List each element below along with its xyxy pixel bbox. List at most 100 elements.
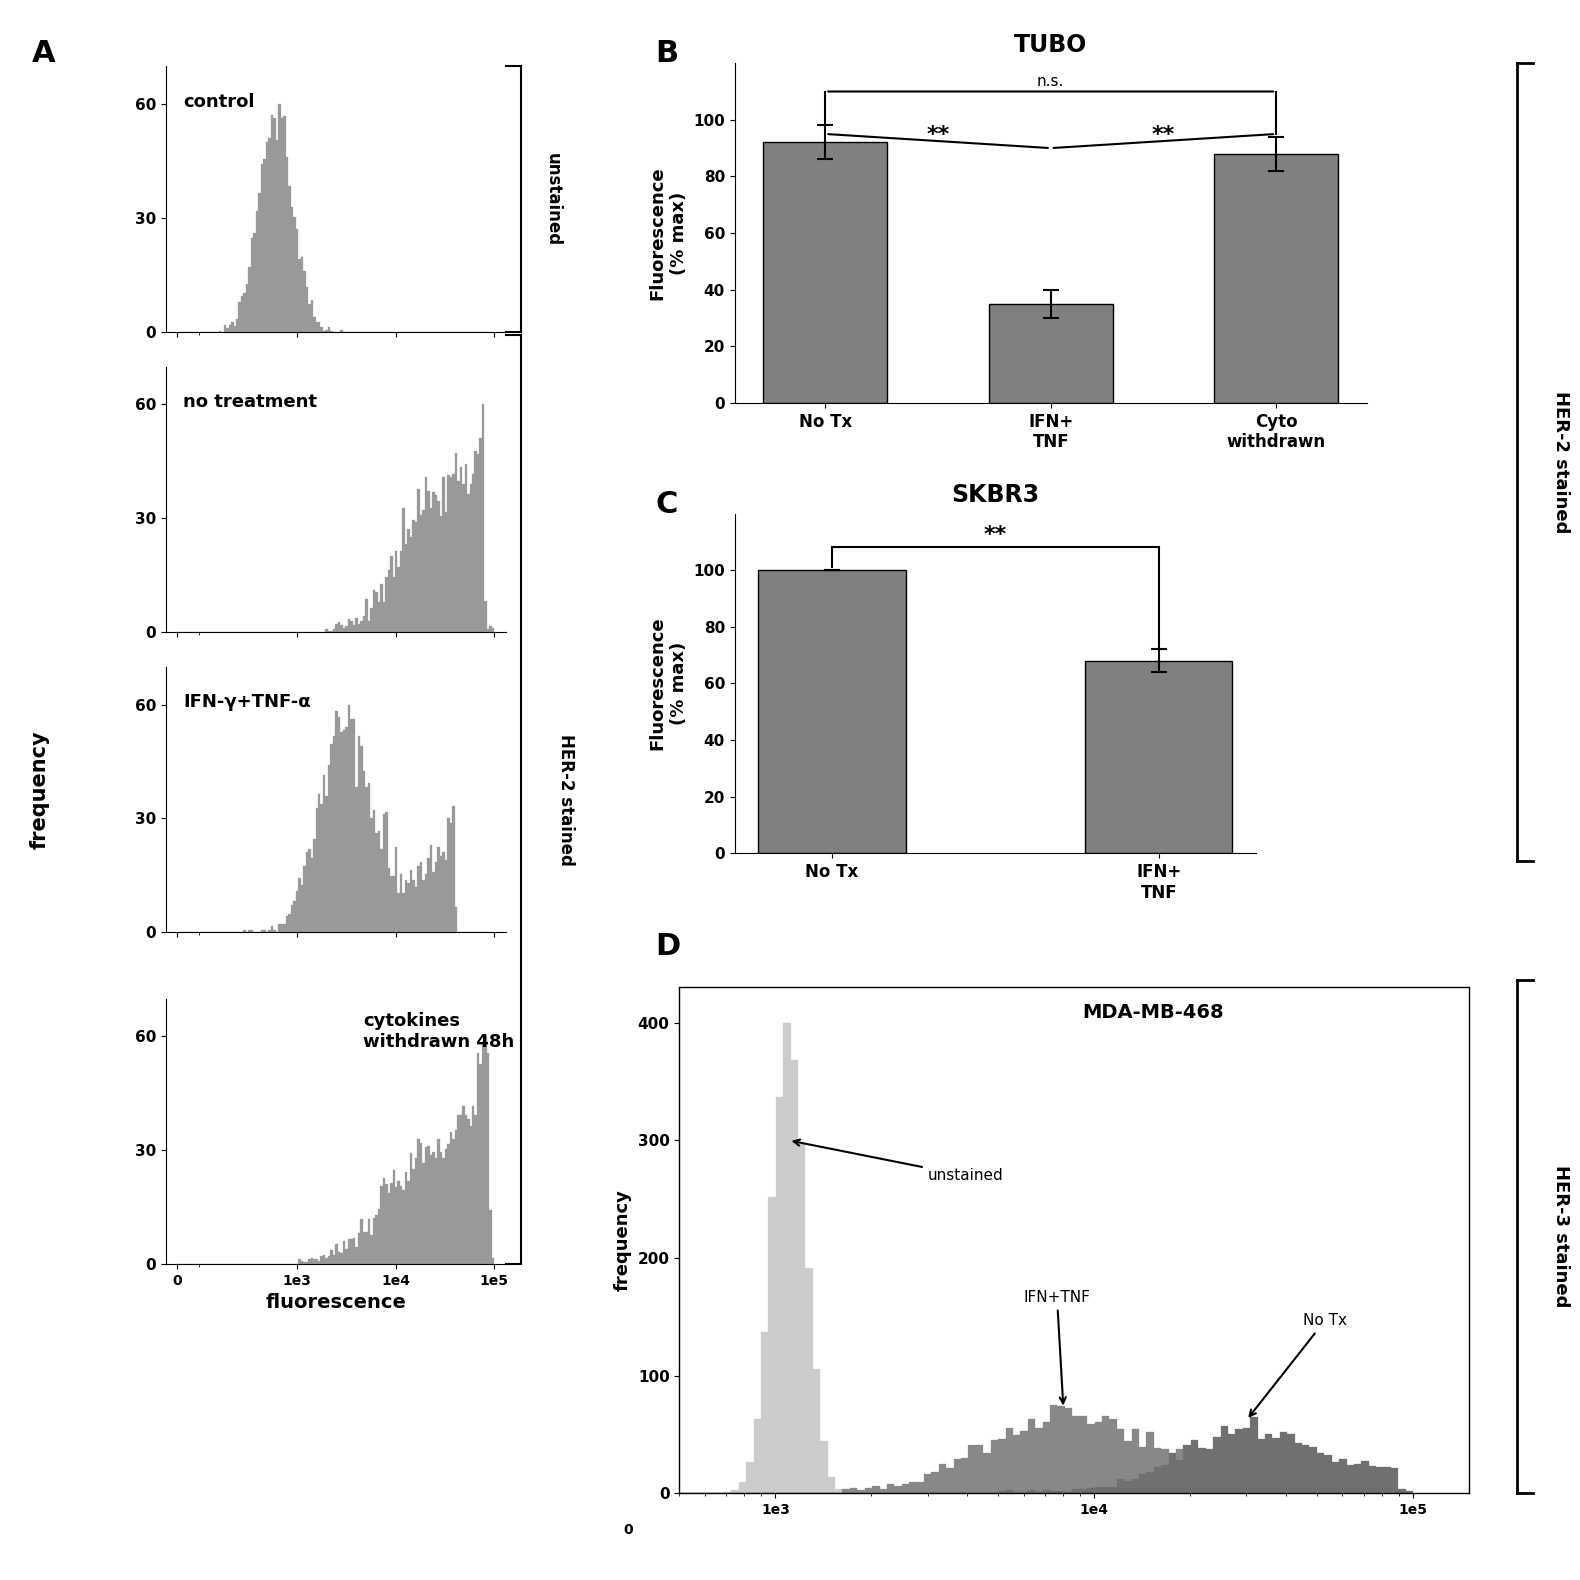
Bar	[365, 599, 368, 632]
Bar	[283, 117, 286, 332]
Bar	[318, 1261, 321, 1264]
Bar	[348, 705, 351, 932]
Bar	[373, 1218, 374, 1264]
Bar	[321, 1256, 322, 1264]
Bar	[1035, 1428, 1043, 1493]
Bar	[224, 325, 226, 332]
Bar	[1228, 1465, 1236, 1493]
Bar	[452, 474, 455, 632]
Bar	[989, 303, 1112, 403]
Bar	[239, 302, 242, 332]
Bar	[360, 746, 363, 932]
Bar	[477, 453, 479, 632]
Bar	[387, 570, 390, 632]
Bar	[386, 812, 387, 932]
Bar	[455, 907, 457, 932]
Bar	[351, 719, 352, 932]
Bar	[430, 1155, 433, 1264]
Bar	[357, 624, 360, 632]
Bar	[1073, 1488, 1079, 1493]
Bar	[343, 627, 346, 632]
Bar	[820, 1441, 828, 1493]
Bar	[340, 1253, 343, 1264]
Bar	[983, 1454, 991, 1493]
Bar	[416, 1158, 417, 1264]
Bar	[386, 577, 387, 632]
Bar	[235, 319, 239, 332]
Bar	[408, 529, 409, 632]
Bar	[438, 501, 439, 632]
Bar	[442, 477, 444, 632]
Bar	[1191, 1449, 1198, 1493]
Bar	[425, 477, 427, 632]
Title: SKBR3: SKBR3	[951, 483, 1040, 507]
Bar	[313, 1259, 316, 1264]
Text: unstained: unstained	[544, 153, 562, 245]
Bar	[248, 267, 251, 332]
Bar	[321, 804, 322, 932]
Text: **: **	[1152, 125, 1176, 145]
Bar	[368, 1220, 370, 1264]
Bar	[444, 860, 447, 932]
Bar	[329, 327, 330, 332]
Bar	[398, 1180, 400, 1264]
Bar	[1272, 1438, 1280, 1493]
Bar	[439, 517, 442, 632]
Bar	[363, 1232, 365, 1264]
Bar	[360, 621, 363, 632]
Bar	[368, 621, 370, 632]
Bar	[954, 1458, 961, 1493]
Bar	[850, 1488, 858, 1493]
Bar	[346, 727, 348, 932]
Bar	[1057, 1406, 1065, 1493]
Bar	[329, 1256, 330, 1264]
Bar	[229, 325, 231, 332]
Bar	[381, 850, 382, 932]
Bar	[291, 905, 294, 932]
Bar	[378, 602, 381, 632]
Bar	[1176, 1460, 1183, 1493]
Bar	[409, 871, 412, 932]
Bar	[1139, 1447, 1147, 1493]
Bar	[472, 474, 474, 632]
Bar	[1131, 1428, 1139, 1493]
Bar	[902, 1484, 908, 1493]
Bar	[1101, 1487, 1109, 1493]
Bar	[880, 1488, 886, 1493]
Bar	[482, 404, 485, 632]
Bar	[427, 1146, 430, 1264]
Bar	[330, 1250, 333, 1264]
Bar	[409, 1153, 412, 1264]
Text: control: control	[183, 93, 254, 111]
Bar	[1243, 1473, 1250, 1493]
Title: TUBO: TUBO	[1014, 33, 1087, 57]
Text: HER-3 stained: HER-3 stained	[1552, 1164, 1571, 1308]
Bar	[335, 624, 338, 632]
Bar	[363, 771, 365, 932]
Bar	[455, 1130, 457, 1264]
X-axis label: fluorescence: fluorescence	[265, 1294, 406, 1313]
Bar	[1043, 1490, 1051, 1493]
Bar	[460, 466, 461, 632]
Bar	[420, 515, 422, 632]
Bar	[939, 1465, 946, 1493]
Bar	[465, 465, 468, 632]
Bar	[357, 736, 360, 932]
Bar	[381, 585, 382, 632]
Bar	[1332, 1462, 1340, 1493]
Bar	[1280, 1431, 1288, 1493]
Bar	[924, 1474, 932, 1493]
Bar	[261, 931, 264, 932]
Text: C: C	[656, 490, 678, 518]
Bar	[1095, 1422, 1101, 1493]
Bar	[1057, 1490, 1065, 1493]
Bar	[417, 1139, 420, 1264]
Bar	[438, 1139, 439, 1264]
Y-axis label: Fluorescence
(% max): Fluorescence (% max)	[649, 616, 687, 750]
Bar	[1236, 1462, 1243, 1493]
Bar	[442, 1158, 444, 1264]
Bar	[435, 495, 438, 632]
Bar	[479, 438, 482, 632]
Bar	[276, 141, 278, 332]
Bar	[739, 1482, 746, 1493]
